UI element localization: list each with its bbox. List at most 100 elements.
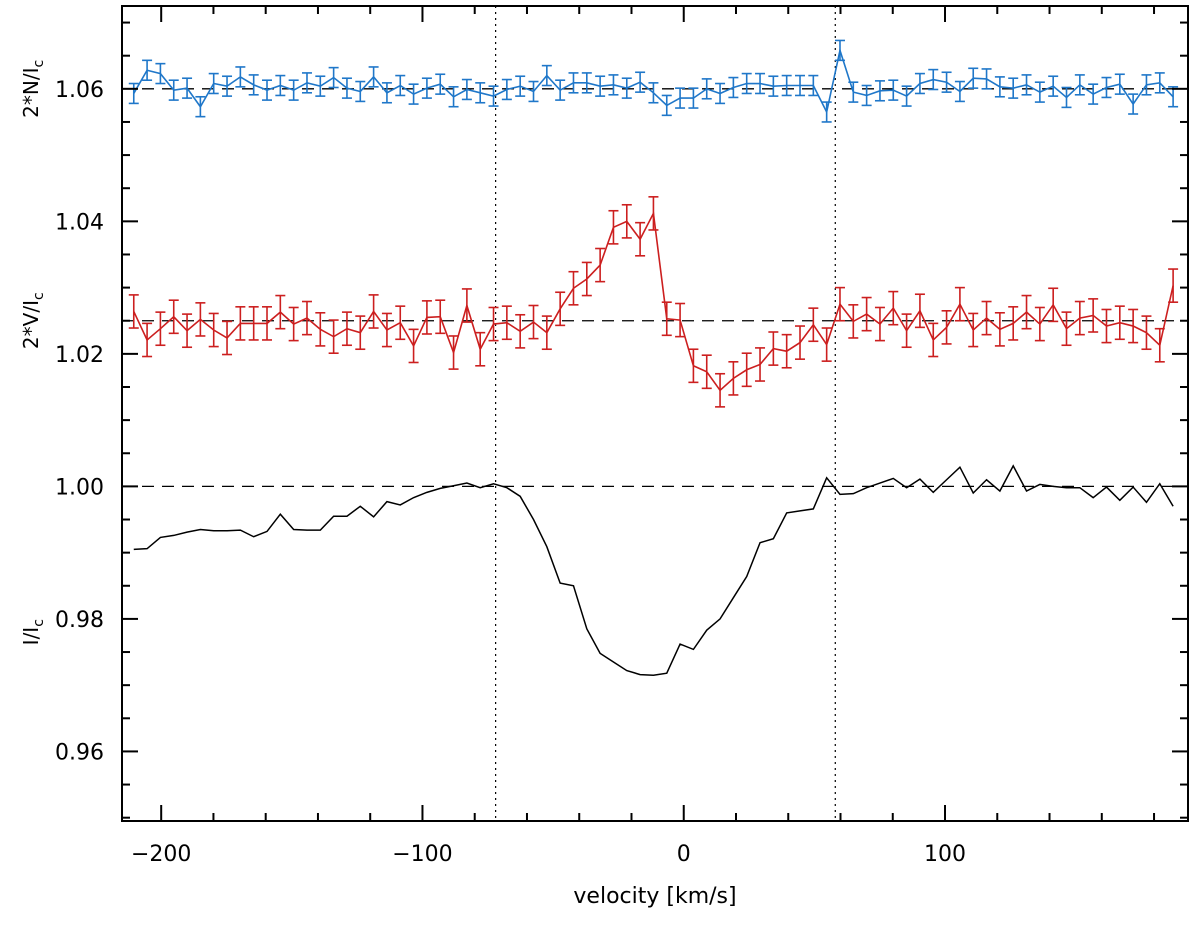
y-tick-label: 1.02: [55, 343, 104, 368]
error-bar: [195, 302, 206, 337]
error-bar: [861, 84, 872, 107]
error-bar: [595, 247, 606, 283]
error-bar: [288, 79, 299, 101]
error-bar: [608, 74, 619, 96]
error-bar: [1114, 73, 1125, 95]
error-bar: [648, 82, 659, 104]
error-bar: [1114, 305, 1125, 341]
error-bar: [128, 294, 139, 329]
error-bar: [954, 80, 965, 103]
error-bar: [808, 307, 819, 343]
error-bar: [914, 293, 925, 329]
error-bar: [501, 305, 512, 341]
error-bar: [728, 76, 739, 99]
error-bar: [834, 286, 845, 322]
error-bar: [741, 352, 752, 388]
error-bar: [475, 331, 486, 367]
error-bar: [1128, 93, 1139, 115]
error-bar: [1101, 76, 1112, 99]
error-bar: [488, 306, 499, 342]
error-bar: [768, 75, 779, 97]
error-bar: [488, 85, 499, 107]
error-bar: [341, 77, 352, 99]
error-bar: [155, 311, 166, 347]
error-bar: [755, 347, 766, 382]
error-bar: [688, 87, 699, 109]
error-bar: [555, 79, 566, 101]
error-bar: [581, 72, 592, 94]
reference-lines: [122, 6, 1188, 821]
error-bar: [1154, 327, 1165, 363]
error-bar: [142, 59, 153, 82]
error-bar: [381, 82, 392, 104]
error-bar: [981, 300, 992, 336]
error-bar: [515, 75, 526, 97]
error-bar: [501, 78, 512, 101]
error-bar: [728, 361, 739, 396]
error-bar: [781, 333, 792, 369]
error-bar: [648, 196, 659, 231]
error-bar: [968, 312, 979, 348]
error-bar: [288, 306, 299, 342]
y-tick-label: 0.98: [55, 608, 104, 633]
error-bar: [408, 83, 419, 105]
y-label-stokes-v: 2*V/Ic: [19, 292, 47, 349]
error-bar: [888, 290, 899, 326]
error-bar: [675, 87, 686, 109]
error-bar: [421, 77, 432, 99]
error-bar: [328, 319, 339, 355]
error-bar: [675, 302, 686, 338]
error-bar: [1088, 83, 1099, 105]
y-label-stokes-i: I/Ic: [19, 619, 47, 645]
error-bar: [914, 72, 925, 95]
y-label-subscript: c: [31, 60, 47, 68]
error-bar: [928, 68, 939, 91]
error-bar: [315, 75, 326, 97]
error-bar: [661, 94, 672, 117]
error-bar: [848, 304, 859, 339]
error-bar: [155, 62, 166, 85]
series-2: [128, 196, 1179, 408]
error-bar: [821, 101, 832, 123]
error-bar: [901, 313, 912, 349]
error-bar: [981, 68, 992, 90]
error-bar: [994, 311, 1005, 347]
error-bar: [568, 270, 579, 306]
error-bar: [208, 312, 219, 348]
error-bar: [448, 335, 459, 370]
plot-frame: [121, 5, 1189, 822]
error-bar: [248, 306, 259, 341]
error-bar: [262, 306, 273, 341]
error-bar: [195, 95, 206, 118]
error-bar: [515, 313, 526, 349]
error-bar: [688, 348, 699, 384]
error-bar: [315, 311, 326, 347]
error-bar: [222, 75, 233, 97]
error-bar: [1088, 298, 1099, 333]
error-bar: [1141, 74, 1152, 96]
error-bar: [781, 74, 792, 97]
error-bar: [941, 71, 952, 93]
error-bar: [301, 72, 312, 94]
error-bar: [421, 300, 432, 335]
y-tick-label: 1.00: [55, 475, 104, 500]
error-bar: [182, 313, 193, 349]
error-bar: [954, 286, 965, 322]
x-axis-label: velocity [km/s]: [573, 884, 736, 909]
error-bar: [1034, 81, 1045, 103]
error-bar: [741, 72, 752, 95]
error-bar: [142, 322, 153, 358]
x-tick-label: −100: [392, 842, 452, 867]
error-bar: [1034, 306, 1045, 342]
y-label-base: I/I: [19, 627, 43, 646]
data-series: [128, 39, 1179, 676]
y-label-subscript: c: [31, 292, 47, 300]
error-bar: [874, 80, 885, 102]
error-bar: [808, 74, 819, 97]
error-bar: [608, 209, 619, 245]
error-bar: [848, 81, 859, 103]
series-1: [128, 39, 1179, 123]
error-bar: [821, 327, 832, 362]
error-bar: [541, 64, 552, 87]
error-bar: [928, 322, 939, 358]
